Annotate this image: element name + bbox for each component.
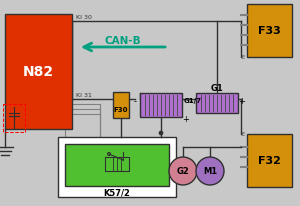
FancyBboxPatch shape (247, 134, 292, 187)
Text: E: E (242, 131, 245, 136)
Circle shape (196, 157, 224, 185)
Text: CAN-B: CAN-B (105, 36, 141, 46)
Text: KI 31: KI 31 (76, 92, 92, 97)
Text: G1/7: G1/7 (184, 97, 202, 103)
Text: KI 30: KI 30 (76, 15, 92, 20)
Text: M1: M1 (203, 167, 217, 176)
Text: +: + (238, 97, 245, 105)
Text: F32: F32 (258, 155, 280, 165)
FancyBboxPatch shape (113, 92, 129, 118)
FancyBboxPatch shape (247, 5, 292, 58)
Text: -: - (190, 97, 193, 105)
FancyBboxPatch shape (58, 137, 176, 197)
Text: G2: G2 (177, 167, 189, 176)
Circle shape (159, 131, 163, 135)
Text: E: E (242, 55, 245, 60)
Circle shape (169, 157, 197, 185)
Text: N82: N82 (22, 65, 54, 79)
FancyBboxPatch shape (140, 94, 182, 117)
Text: K57/2: K57/2 (103, 188, 130, 197)
Text: F30: F30 (114, 107, 128, 112)
Text: G1: G1 (211, 84, 224, 93)
FancyBboxPatch shape (65, 144, 169, 186)
Text: -: - (134, 97, 136, 105)
FancyBboxPatch shape (196, 94, 238, 114)
Text: +: + (183, 115, 189, 123)
FancyBboxPatch shape (5, 15, 72, 129)
Text: F33: F33 (258, 26, 280, 36)
